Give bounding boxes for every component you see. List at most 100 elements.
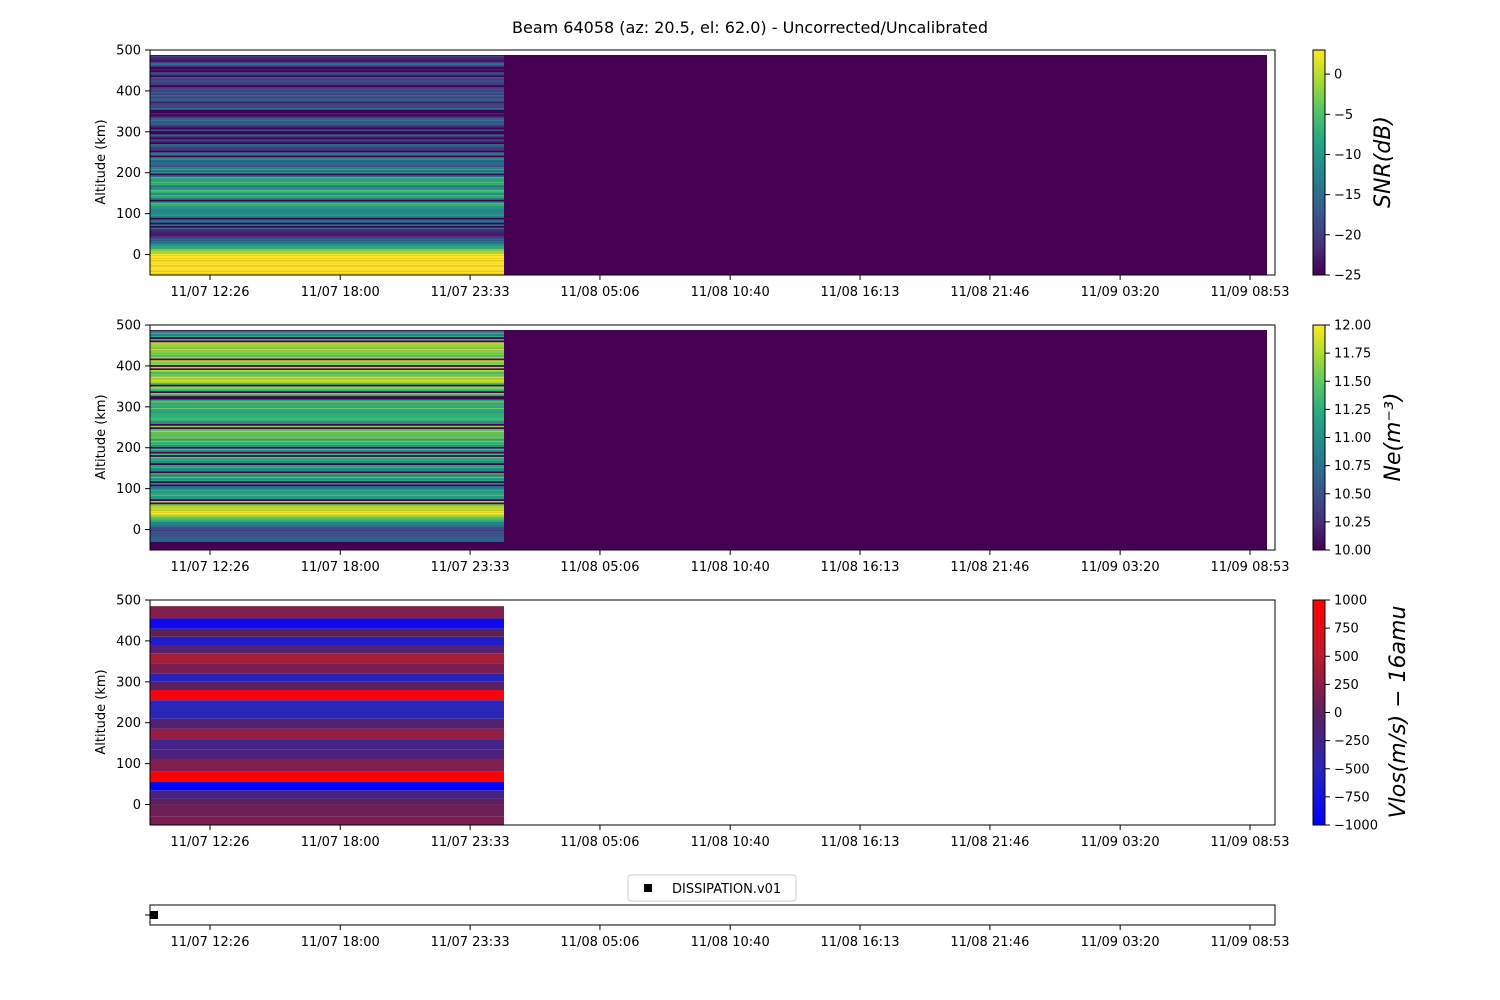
colorbar-tick-label: 10.00	[1334, 544, 1371, 559]
heatmap-band	[150, 101, 505, 104]
x-tick-label: 11/08 05:06	[560, 285, 639, 300]
heatmap-band	[150, 194, 505, 197]
colorbar-tick-label: 1000	[1334, 594, 1367, 609]
heatmap-band	[150, 388, 505, 390]
heatmap-band	[150, 360, 505, 362]
heatmap-band	[150, 204, 505, 207]
y-tick-label: 500	[116, 594, 141, 609]
heatmap-band	[150, 183, 505, 185]
heatmap-band	[150, 486, 505, 488]
x-tick-label: 11/07 23:33	[431, 835, 510, 850]
heatmap-band	[150, 433, 505, 436]
heatmap-band	[150, 628, 505, 637]
snr-colorbar	[1312, 49, 1326, 276]
heatmap-band	[150, 193, 505, 195]
heatmap-band	[150, 481, 505, 483]
heatmap-band	[150, 645, 505, 654]
heatmap-band	[150, 158, 505, 161]
heatmap-band	[150, 104, 505, 107]
heatmap-band	[150, 191, 505, 194]
heatmap-band	[150, 356, 505, 359]
heatmap-band	[150, 496, 505, 498]
heatmap-band	[150, 379, 505, 382]
vlos-y-ticks: 0 100 200 300 400 500	[116, 594, 150, 813]
heatmap-band	[150, 80, 505, 82]
heatmap-band	[150, 240, 505, 243]
vlos-colorbar-label: Vlos(m/s) − 16amu	[1386, 606, 1411, 819]
heatmap-band	[150, 371, 505, 374]
heatmap-band	[150, 343, 505, 346]
heatmap-band	[150, 245, 505, 248]
x-tick-label: 11/08 21:46	[950, 835, 1029, 850]
heatmap-band	[150, 90, 505, 92]
dissipation-x-ticks: 11/07 12:26 11/07 18:00 11/07 23:33 11/08 0…	[170, 925, 1290, 950]
heatmap-band	[150, 430, 505, 433]
heatmap-band	[150, 78, 505, 81]
heatmap-band	[150, 528, 505, 531]
y-tick-label: 400	[116, 634, 141, 649]
heatmap-band	[150, 384, 505, 387]
x-tick-label: 11/08 05:06	[560, 835, 639, 850]
heatmap-band	[150, 265, 505, 267]
heatmap-band	[150, 497, 505, 500]
heatmap-band	[150, 391, 505, 393]
y-tick-label: 400	[116, 84, 141, 99]
snr-colorbar-label: SNR(dB)	[1371, 116, 1396, 208]
colorbar-tick-label: −5	[1334, 108, 1353, 123]
heatmap-band	[150, 509, 505, 511]
heatmap-band	[150, 134, 505, 136]
heatmap-band	[150, 260, 505, 262]
heatmap-band	[150, 96, 505, 99]
heatmap-band	[150, 88, 505, 91]
dissipation-point	[150, 911, 158, 919]
heatmap-band	[150, 222, 505, 225]
heatmap-band	[150, 606, 505, 619]
colorbar-tick-label: 11.75	[1334, 347, 1371, 362]
heatmap-band	[150, 468, 505, 470]
dissipation-legend-marker	[644, 884, 652, 892]
heatmap-band	[150, 353, 505, 356]
heatmap-band	[150, 420, 505, 423]
heatmap-band	[150, 512, 505, 514]
x-tick-label: 11/08 16:13	[821, 935, 900, 950]
heatmap-band	[150, 363, 505, 366]
heatmap-band	[150, 345, 505, 348]
heatmap-band	[150, 663, 505, 674]
heatmap-band	[150, 144, 505, 146]
heatmap-band	[150, 86, 505, 89]
x-tick-label: 11/07 18:00	[301, 560, 380, 575]
heatmap-band	[150, 463, 505, 465]
heatmap-band	[150, 261, 505, 264]
heatmap-band	[150, 171, 505, 174]
heatmap-band	[150, 55, 505, 58]
heatmap-band	[150, 361, 505, 364]
heatmap-band	[150, 401, 505, 403]
heatmap-band	[150, 157, 505, 159]
heatmap-band	[150, 523, 505, 526]
heatmap-band	[150, 121, 505, 123]
snr-x-ticks: 11/07 12:26 11/07 18:00 11/07 23:33 11/08 0…	[170, 275, 1290, 300]
heatmap-band	[150, 209, 505, 212]
x-tick-label: 11/07 12:26	[170, 560, 249, 575]
heatmap-band	[150, 499, 505, 501]
y-tick-label: 300	[116, 125, 141, 140]
heatmap-band	[150, 422, 505, 424]
heatmap-band	[150, 139, 505, 141]
heatmap-band	[150, 330, 505, 333]
heatmap-band	[150, 117, 505, 120]
colorbar-tick-label: −1000	[1334, 819, 1378, 834]
heatmap-band	[150, 150, 505, 153]
heatmap-band	[150, 460, 505, 462]
heatmap-band	[150, 348, 505, 351]
ne-colorbar-ticks: 12.00 11.75 11.50 11.25 11.00 10.75 10.50 10.25…	[1325, 319, 1371, 559]
heatmap-band	[150, 451, 505, 454]
heatmap-band	[150, 494, 505, 496]
x-tick-label: 11/07 18:00	[301, 285, 380, 300]
x-tick-label: 11/07 18:00	[301, 935, 380, 950]
heatmap-band	[150, 728, 505, 740]
colorbar-tick-label: 12.00	[1334, 319, 1371, 334]
heatmap-band	[150, 185, 505, 187]
heatmap-band	[150, 538, 505, 541]
heatmap-band	[150, 271, 505, 274]
ne-y-axis-label: Altitude (km)	[94, 394, 109, 479]
